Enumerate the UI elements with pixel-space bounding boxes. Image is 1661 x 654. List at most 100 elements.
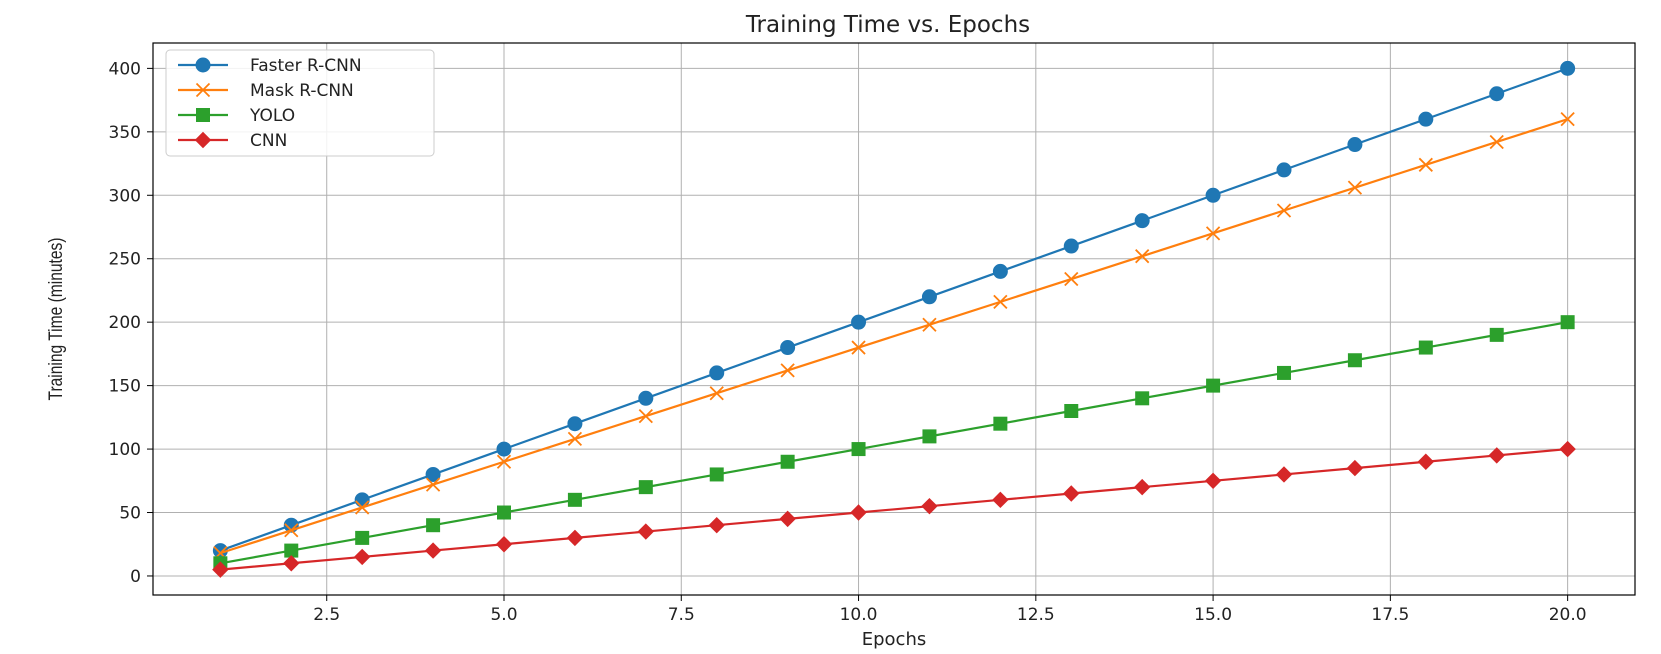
legend-marker-faster-r-cnn bbox=[195, 57, 211, 73]
data-point-cnn bbox=[637, 523, 655, 540]
data-point-cnn bbox=[992, 491, 1009, 509]
data-point-cnn bbox=[1346, 459, 1364, 477]
data-point-cnn bbox=[1133, 478, 1151, 496]
y-tick-label: 150 bbox=[109, 377, 141, 397]
x-tick-label: 7.5 bbox=[668, 605, 695, 625]
data-point-mask-r-cnn bbox=[567, 431, 583, 447]
x-tick-label: 5.0 bbox=[490, 605, 517, 625]
legend-marker-yolo bbox=[196, 108, 210, 122]
data-point-mask-r-cnn bbox=[780, 363, 795, 378]
data-point-yolo bbox=[426, 518, 441, 533]
data-point-mask-r-cnn bbox=[1347, 180, 1363, 195]
legend-box bbox=[165, 49, 435, 157]
data-point-faster-r-cnn bbox=[1489, 86, 1505, 102]
data-point-yolo bbox=[1489, 327, 1504, 342]
x-tick-label: 20.0 bbox=[1549, 605, 1587, 625]
data-point-mask-r-cnn bbox=[1560, 112, 1575, 127]
data-point-yolo bbox=[780, 454, 795, 469]
x-axis-title: Epochs bbox=[862, 629, 927, 650]
data-point-cnn bbox=[779, 510, 796, 528]
data-point-mask-r-cnn bbox=[425, 477, 441, 492]
data-point-cnn bbox=[566, 529, 584, 547]
data-point-cnn bbox=[1417, 453, 1435, 470]
data-point-faster-r-cnn bbox=[921, 289, 937, 305]
x-tick-label: 15.0 bbox=[1194, 605, 1232, 625]
y-tick-label: 250 bbox=[109, 250, 141, 270]
data-point-yolo bbox=[355, 530, 370, 545]
data-point-yolo bbox=[993, 416, 1008, 431]
series-line-cnn bbox=[220, 447, 1568, 571]
y-tick-label: 300 bbox=[109, 186, 141, 206]
data-point-faster-r-cnn bbox=[1560, 60, 1576, 76]
data-point-faster-r-cnn bbox=[1347, 137, 1363, 153]
data-point-mask-r-cnn bbox=[922, 317, 937, 332]
data-point-faster-r-cnn bbox=[1418, 111, 1434, 127]
series-line-yolo bbox=[220, 321, 1568, 565]
plot-area-frame bbox=[152, 42, 1636, 596]
data-point-mask-r-cnn bbox=[1276, 203, 1292, 218]
y-tick-label: 350 bbox=[109, 123, 141, 143]
data-point-mask-r-cnn bbox=[284, 523, 299, 538]
axis-ticks: 2.5 5.0 7.5 10.0 12.5 15.0 17.5 20.0 0 50 100 150 20… bbox=[109, 59, 1587, 625]
series-line-faster-r-cnn bbox=[219, 67, 1569, 552]
data-point-cnn bbox=[212, 561, 229, 578]
data-point-faster-r-cnn bbox=[567, 416, 583, 432]
y-tick-label: 200 bbox=[109, 313, 141, 333]
chart-title: Training Time vs. Epochs bbox=[745, 12, 1030, 38]
data-point-cnn bbox=[708, 516, 725, 534]
data-point-yolo bbox=[1064, 404, 1079, 418]
data-point-yolo bbox=[567, 492, 582, 507]
legend-label-mask-r-cnn: Mask R-CNN bbox=[250, 81, 354, 101]
data-point-faster-r-cnn bbox=[851, 314, 867, 330]
data-point-mask-r-cnn bbox=[355, 500, 370, 515]
data-point-cnn bbox=[1559, 440, 1576, 458]
y-tick-label: 0 bbox=[130, 567, 141, 587]
data-point-faster-r-cnn bbox=[496, 441, 512, 457]
data-point-mask-r-cnn bbox=[1135, 249, 1150, 264]
data-point-mask-r-cnn bbox=[1205, 226, 1221, 241]
series-mask-r-cnn bbox=[213, 112, 1575, 561]
data-point-yolo bbox=[1135, 391, 1150, 406]
data-point-mask-r-cnn bbox=[1064, 271, 1079, 287]
legend-marker-cnn bbox=[194, 131, 212, 149]
data-point-cnn bbox=[1063, 485, 1080, 502]
data-point-yolo bbox=[851, 442, 866, 457]
data-point-cnn bbox=[283, 555, 300, 572]
data-point-faster-r-cnn bbox=[1205, 187, 1221, 203]
data-point-cnn bbox=[353, 548, 371, 566]
legend: Faster R-CNN Mask R-CNN YOLO CNN bbox=[165, 49, 435, 157]
series-line-mask-r-cnn bbox=[220, 118, 1568, 555]
grid bbox=[153, 43, 1635, 595]
legend-marker-mask-r-cnn bbox=[195, 82, 211, 98]
legend-label-faster-r-cnn: Faster R-CNN bbox=[250, 56, 362, 76]
data-point-yolo bbox=[1418, 340, 1433, 355]
data-point-cnn bbox=[850, 504, 867, 521]
data-point-faster-r-cnn bbox=[638, 390, 654, 406]
series-cnn bbox=[212, 440, 1576, 578]
data-point-faster-r-cnn bbox=[1063, 238, 1079, 254]
data-point-cnn bbox=[1488, 447, 1505, 464]
data-point-faster-r-cnn bbox=[992, 263, 1008, 279]
data-point-yolo bbox=[1560, 315, 1575, 330]
y-tick-label: 400 bbox=[109, 59, 141, 79]
series-yolo bbox=[213, 315, 1575, 571]
x-tick-label: 12.5 bbox=[1017, 605, 1055, 625]
data-point-yolo bbox=[1347, 353, 1362, 368]
data-point-cnn bbox=[424, 542, 442, 559]
y-axis-title-group: Training Time (minutes) bbox=[45, 238, 67, 401]
data-point-mask-r-cnn bbox=[709, 386, 724, 401]
x-tick-label: 2.5 bbox=[313, 605, 340, 625]
legend-label-yolo: YOLO bbox=[249, 106, 295, 126]
data-point-yolo bbox=[497, 505, 511, 520]
data-point-faster-r-cnn bbox=[709, 365, 725, 381]
data-point-yolo bbox=[638, 480, 653, 495]
data-point-cnn bbox=[1275, 466, 1293, 483]
data-point-yolo bbox=[922, 429, 937, 444]
series-faster-r-cnn bbox=[212, 60, 1576, 559]
data-point-cnn bbox=[1204, 472, 1222, 490]
x-tick-label: 17.5 bbox=[1371, 605, 1409, 625]
data-point-yolo bbox=[1277, 365, 1291, 380]
data-point-mask-r-cnn bbox=[496, 454, 512, 469]
